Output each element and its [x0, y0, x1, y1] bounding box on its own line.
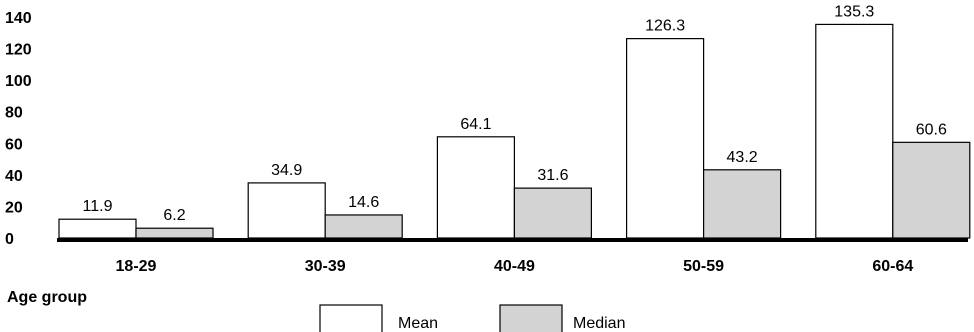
- bar-mean-18-29: [58, 218, 137, 239]
- bar-mean-40-49: [436, 136, 515, 239]
- bar-median-60-64: [892, 141, 971, 239]
- y-tick-label: 80: [5, 105, 23, 122]
- y-tick-label: 0: [5, 231, 14, 248]
- bar-median-18-29: [135, 227, 214, 239]
- legend-label-median: Median: [573, 315, 625, 332]
- bar-mean-30-39: [247, 182, 326, 239]
- data-label: 6.2: [163, 207, 185, 224]
- data-label: 11.9: [83, 198, 113, 215]
- data-label: 64.1: [460, 116, 491, 133]
- x-tick-label: 30-39: [305, 258, 346, 275]
- y-tick-label: 60: [5, 136, 23, 153]
- y-tick-label: 40: [5, 168, 23, 185]
- y-tick-label: 100: [5, 73, 32, 90]
- bar-median-30-39: [324, 214, 403, 239]
- data-label: 31.6: [537, 167, 568, 184]
- data-label: 14.6: [348, 194, 379, 211]
- legend: Mean Median: [319, 304, 625, 332]
- bar-median-50-59: [702, 169, 782, 239]
- x-axis-ticks: 18-29 30-39 40-49 50-59 60-64: [116, 258, 914, 275]
- x-tick-label: 50-59: [683, 258, 724, 275]
- data-label: 135.3: [834, 3, 874, 20]
- data-label: 43.2: [727, 149, 758, 166]
- legend-label-mean: Mean: [398, 315, 438, 332]
- x-tick-label: 40-49: [494, 258, 535, 275]
- y-tick-label: 140: [5, 10, 32, 27]
- data-label: 34.9: [271, 162, 302, 179]
- y-axis-ticks: 0 20 40 60 80 100 120 140: [5, 10, 32, 248]
- x-axis-label: Age group: [7, 289, 87, 306]
- legend-swatch-median: [499, 304, 563, 332]
- x-tick-label: 60-64: [872, 258, 913, 275]
- legend-swatch-mean: [319, 304, 383, 332]
- bars: [58, 23, 971, 239]
- x-tick-label: 18-29: [116, 258, 157, 275]
- data-labels: 11.9 6.2 34.9 14.6 64.1 31.6 126.3 43.2 135.3 60.…: [83, 3, 947, 224]
- bar-mean-50-59: [625, 38, 705, 239]
- data-label: 60.6: [916, 121, 947, 138]
- bar-mean-60-64: [815, 23, 894, 239]
- y-tick-label: 20: [5, 199, 23, 216]
- y-tick-label: 120: [5, 42, 32, 59]
- bar-median-40-49: [513, 187, 593, 239]
- data-label: 126.3: [645, 18, 685, 35]
